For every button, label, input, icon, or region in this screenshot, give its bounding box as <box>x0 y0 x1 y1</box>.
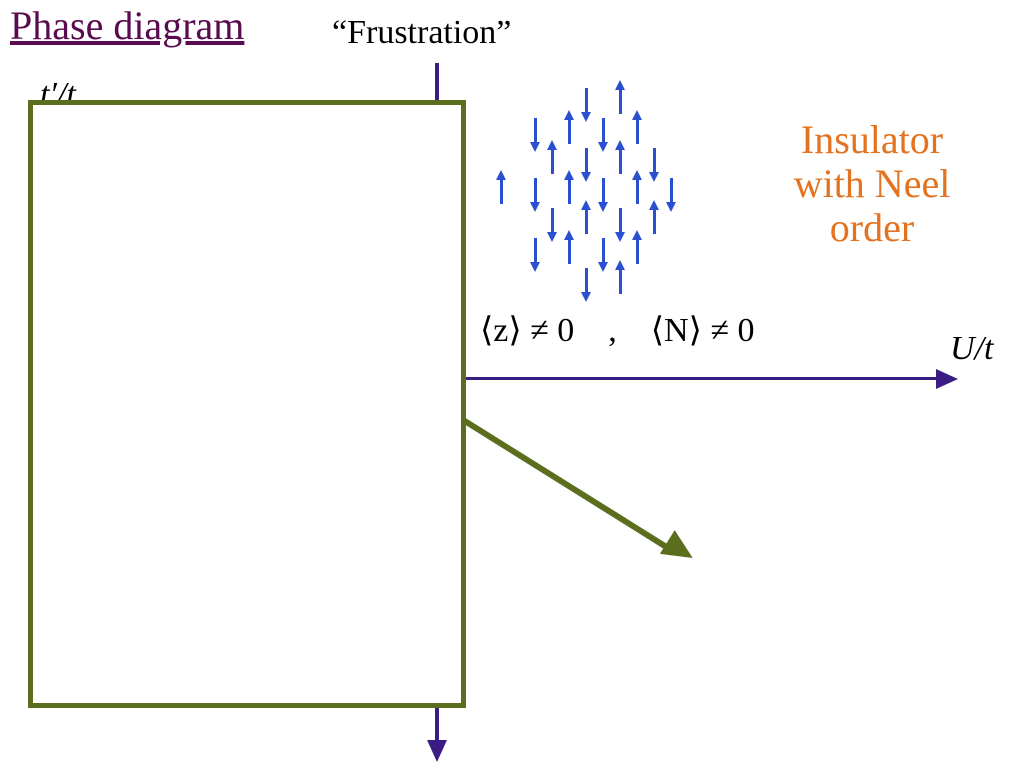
horizontal-axis-line <box>460 377 938 380</box>
horizontal-axis-label: U/t <box>950 330 993 368</box>
spin-down-icon <box>602 238 605 264</box>
frustration-label: “Frustration” <box>332 14 511 52</box>
highlight-rectangle <box>28 100 466 708</box>
spin-down-icon <box>551 208 554 234</box>
eqn-N: ⟨N⟩ ≠ 0 <box>651 312 755 349</box>
phase-boundary-arrow-head <box>660 530 700 570</box>
spin-up-icon <box>568 178 571 204</box>
page-title: Phase diagram <box>10 2 244 49</box>
spin-up-icon <box>636 178 639 204</box>
axis-u-over-t: U/t <box>950 330 993 367</box>
spin-up-icon <box>568 238 571 264</box>
spin-up-icon <box>619 268 622 294</box>
spin-down-icon <box>670 178 673 204</box>
spin-down-icon <box>619 208 622 234</box>
spin-down-icon <box>653 148 656 174</box>
spin-up-icon <box>551 148 554 174</box>
spin-down-icon <box>585 268 588 294</box>
vertical-axis-top-segment <box>435 63 439 103</box>
spin-up-icon <box>653 208 656 234</box>
insulator-line1: Insulator <box>801 117 943 162</box>
spin-up-icon <box>619 148 622 174</box>
vertical-axis-bottom-arrowhead <box>427 740 447 762</box>
neel-spin-lattice <box>500 88 730 288</box>
spin-up-icon <box>500 178 503 204</box>
spin-up-icon <box>636 238 639 264</box>
spin-up-icon <box>585 208 588 234</box>
insulator-line3: order <box>830 205 914 250</box>
spin-down-icon <box>534 118 537 144</box>
insulator-neel-label: Insulator with Neel order <box>742 118 1002 250</box>
phase-boundary-arrow-line <box>450 410 674 553</box>
spin-down-icon <box>602 178 605 204</box>
eqn-z: ⟨z⟩ ≠ 0 <box>480 312 574 349</box>
horizontal-axis-arrowhead <box>936 369 958 389</box>
spin-up-icon <box>636 118 639 144</box>
eqn-sep: , <box>608 312 617 349</box>
spin-down-icon <box>534 178 537 204</box>
order-parameter-equation: ⟨z⟩ ≠ 0 , ⟨N⟩ ≠ 0 <box>480 310 755 350</box>
insulator-line2: with Neel <box>794 161 951 206</box>
spin-down-icon <box>602 118 605 144</box>
spin-up-icon <box>619 88 622 114</box>
spin-up-icon <box>568 118 571 144</box>
spin-down-icon <box>585 148 588 174</box>
spin-down-icon <box>534 238 537 264</box>
spin-down-icon <box>585 88 588 114</box>
